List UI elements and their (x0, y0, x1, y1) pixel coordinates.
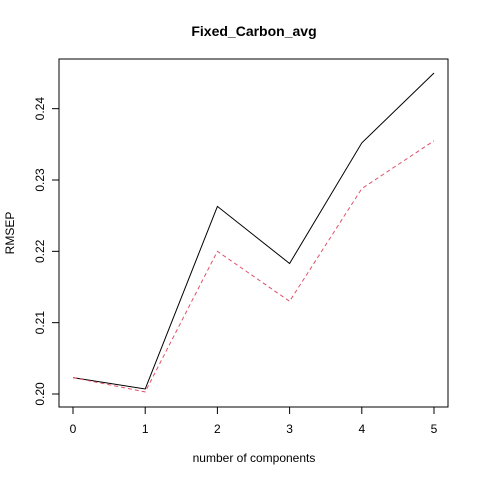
series-line-1 (72, 72, 435, 390)
x-tick-label: 2 (214, 422, 221, 436)
x-axis-label: number of components (193, 451, 316, 465)
x-tick-label: 5 (431, 422, 438, 436)
x-tick-label: 3 (286, 422, 293, 436)
y-tick-label: 0.20 (33, 382, 47, 406)
x-axis: 0 1 2 3 4 5 (70, 406, 438, 436)
series-line-2 (72, 140, 435, 393)
y-tick-label: 0.21 (33, 311, 47, 335)
y-tick-label: 0.24 (33, 97, 47, 121)
x-tick-label: 1 (142, 422, 149, 436)
y-axis-label: RMSEP (3, 212, 17, 255)
series-group (72, 72, 435, 393)
y-tick-label: 0.22 (33, 239, 47, 263)
plot-frame (58, 58, 449, 408)
y-axis: 0.20 0.21 0.22 0.23 0.24 (33, 97, 60, 406)
x-tick-label: 4 (358, 422, 365, 436)
x-tick-label: 0 (70, 422, 77, 436)
y-tick-label: 0.23 (33, 168, 47, 192)
chart-title: Fixed_Carbon_avg (191, 23, 316, 39)
